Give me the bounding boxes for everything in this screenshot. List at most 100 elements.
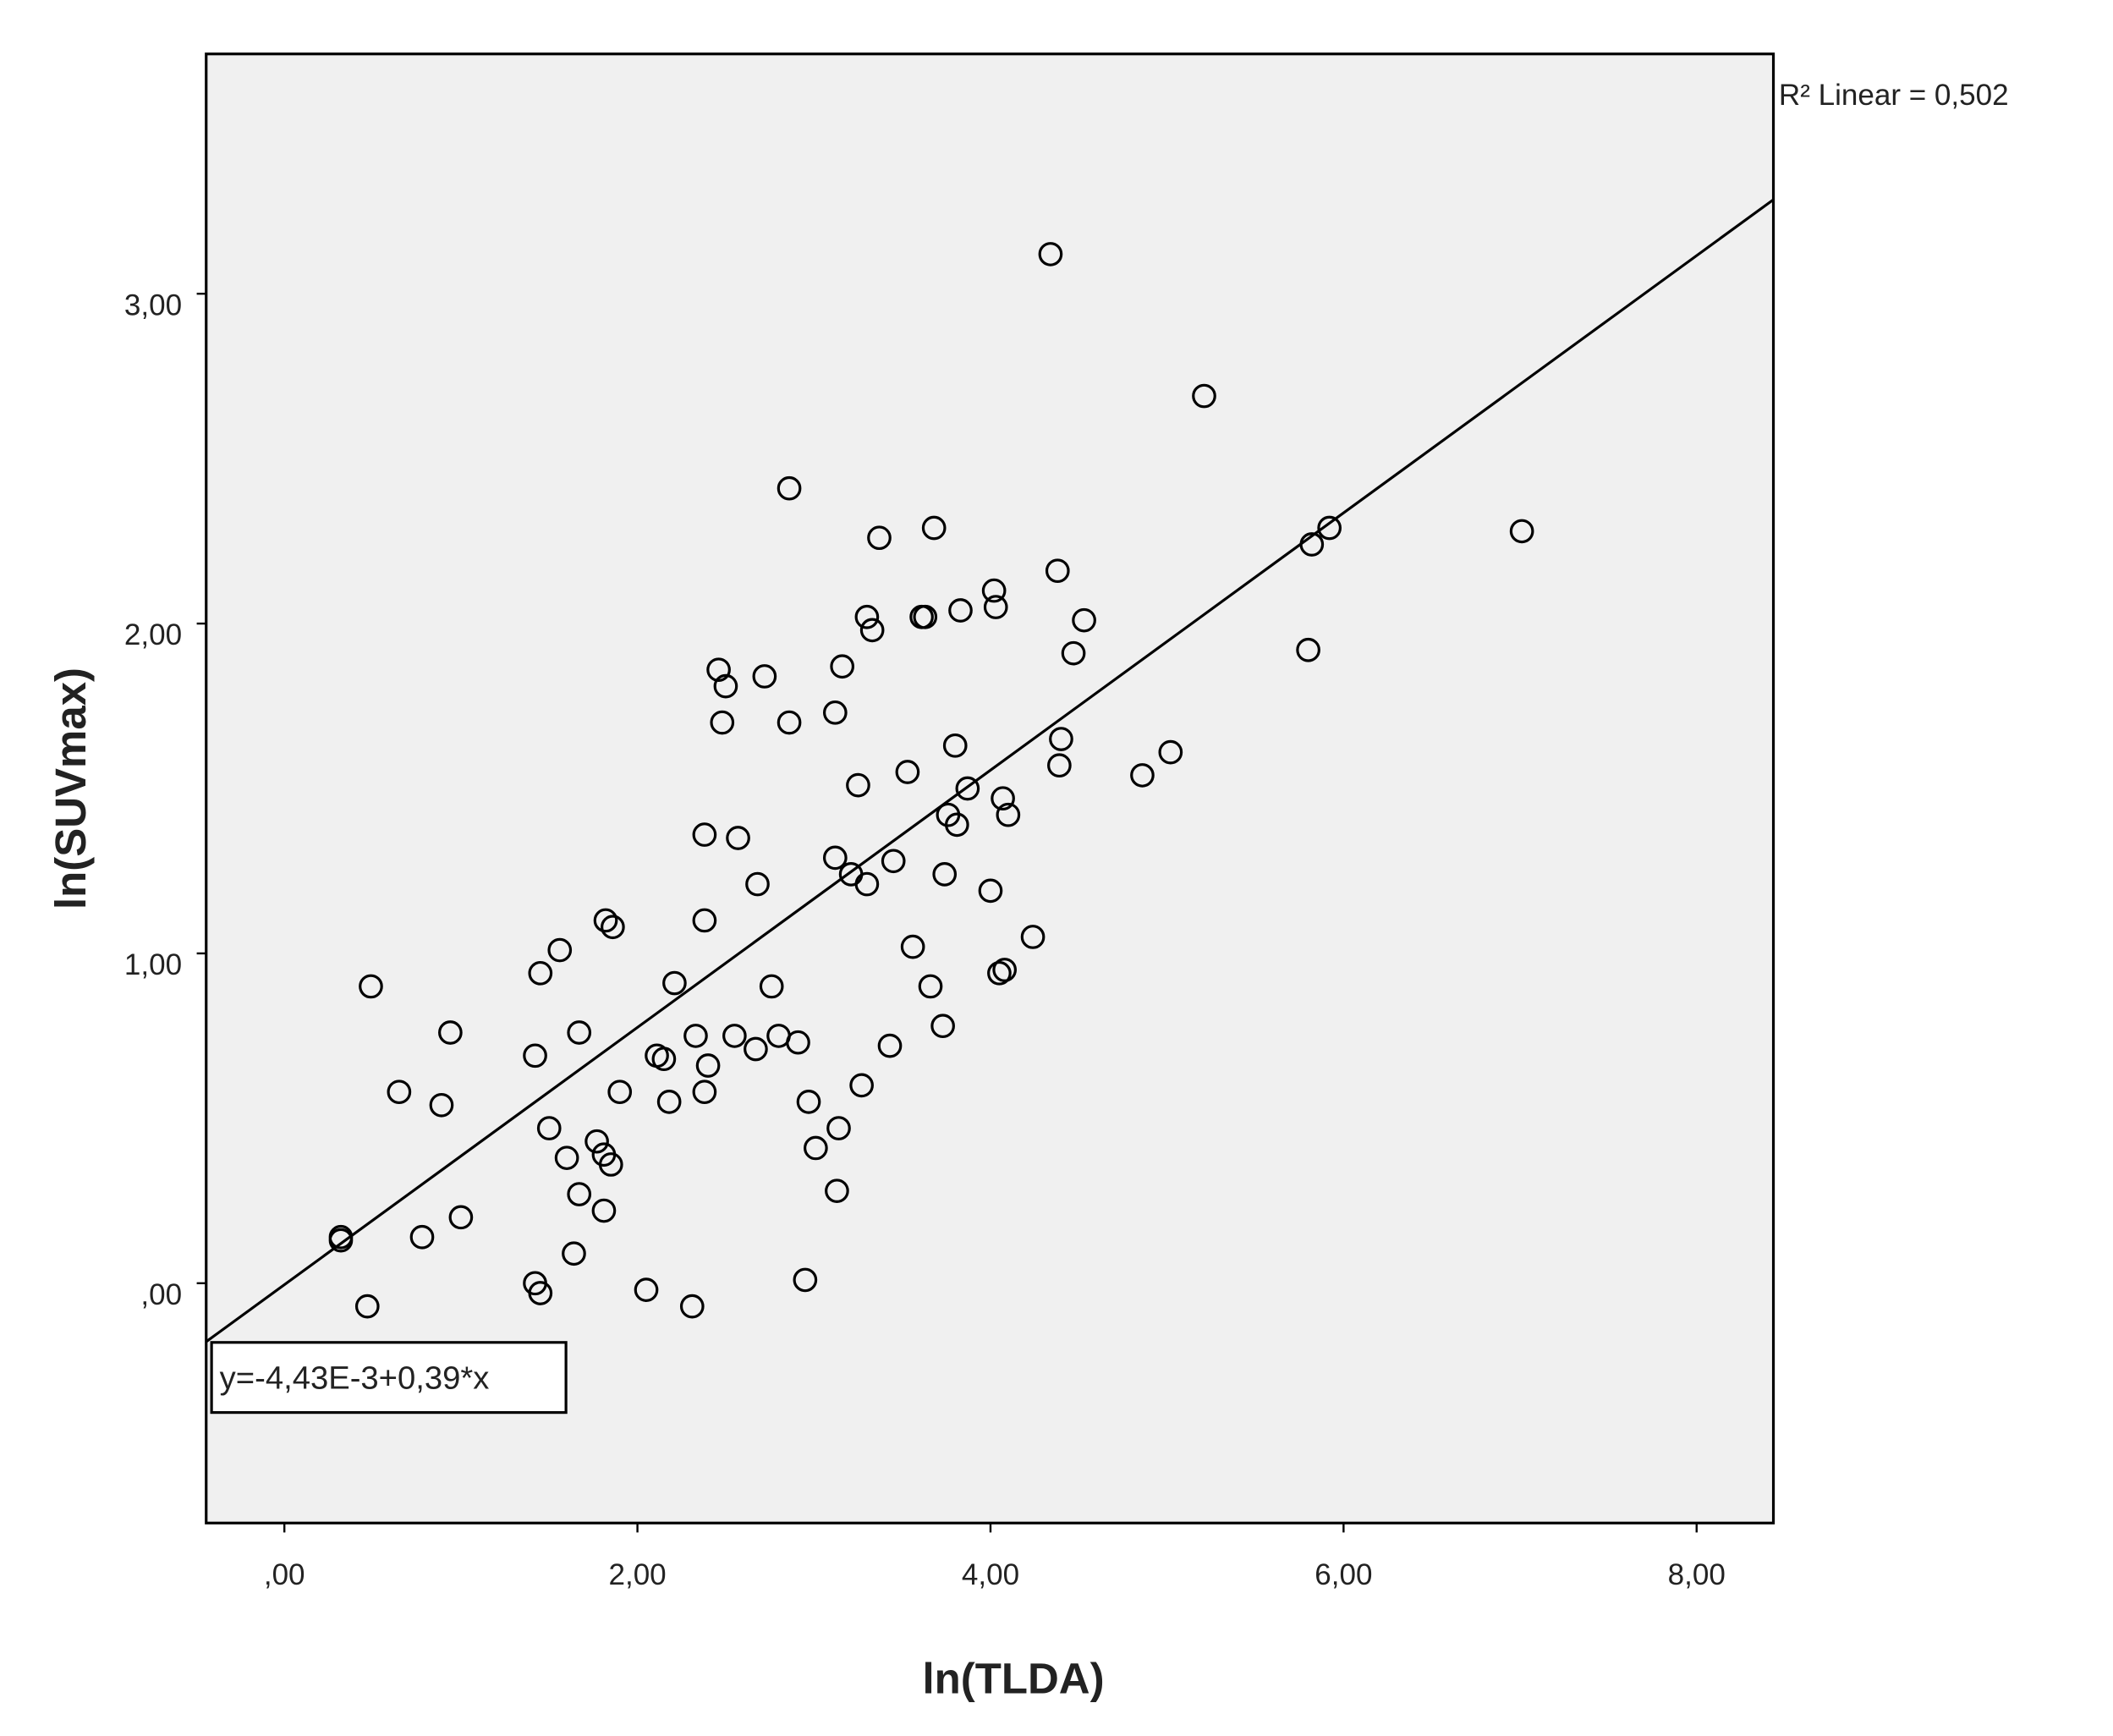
point: [786, 1030, 810, 1055]
point: [1158, 739, 1183, 765]
point: [854, 604, 880, 629]
point: [1020, 925, 1046, 949]
point: [759, 974, 784, 999]
point: [744, 1036, 768, 1062]
point: [991, 786, 1015, 811]
point: [1072, 607, 1096, 633]
plot-area: [205, 52, 1775, 1524]
point: [726, 826, 750, 850]
point: [536, 1116, 562, 1140]
x-tick-label: 4,00: [962, 1558, 1019, 1591]
point: [409, 1224, 435, 1250]
y-axis-title: ln(SUVmax): [47, 667, 95, 909]
y-tick-label: 3,00: [124, 288, 182, 321]
point: [593, 908, 618, 933]
point: [713, 673, 738, 699]
point: [793, 1267, 818, 1293]
point: [978, 878, 1003, 904]
point: [662, 970, 687, 996]
point: [846, 772, 870, 798]
point: [849, 1073, 874, 1098]
point: [634, 1277, 659, 1302]
x-tick-label: 8,00: [1668, 1558, 1726, 1591]
point: [1192, 383, 1216, 409]
point: [567, 1182, 592, 1206]
point: [1047, 753, 1072, 778]
point: [1038, 242, 1063, 266]
fit-line: [205, 198, 1775, 1343]
point: [562, 1241, 586, 1266]
y-tick-label: 1,00: [124, 948, 182, 981]
point: [881, 849, 906, 874]
point: [695, 1053, 721, 1078]
point: [826, 1116, 851, 1140]
point: [607, 1080, 633, 1105]
point: [942, 733, 968, 758]
point: [777, 710, 802, 735]
point: [706, 657, 731, 682]
point: [877, 1033, 903, 1058]
point: [822, 700, 848, 725]
point: [913, 604, 938, 629]
point: [1509, 519, 1534, 544]
point: [722, 1024, 747, 1048]
x-tick-label: 6,00: [1314, 1558, 1372, 1591]
point: [804, 1135, 828, 1161]
point: [930, 1014, 955, 1039]
y-tick-label: ,00: [140, 1278, 182, 1311]
point: [992, 958, 1018, 982]
point: [955, 776, 980, 801]
point: [1317, 515, 1342, 541]
point: [777, 475, 802, 501]
point: [981, 578, 1007, 603]
point: [944, 812, 969, 838]
point: [948, 598, 973, 623]
point: [825, 1178, 849, 1203]
point: [528, 1281, 553, 1305]
point: [918, 974, 943, 999]
point: [796, 1090, 821, 1114]
point: [987, 960, 1012, 986]
point: [752, 664, 777, 689]
point: [683, 1024, 708, 1048]
point: [1296, 637, 1320, 662]
point: [921, 515, 947, 541]
point: [710, 710, 735, 735]
point: [591, 1198, 617, 1223]
x-tick-label: ,00: [264, 1558, 305, 1591]
point: [1061, 640, 1086, 666]
point: [1045, 558, 1070, 584]
point: [983, 595, 1008, 619]
point: [601, 915, 625, 940]
point: [692, 822, 717, 847]
point: [1299, 532, 1325, 557]
point: [387, 1080, 412, 1105]
point: [900, 934, 925, 959]
x-axis-title: ln(TLDA): [922, 1655, 1104, 1703]
r2-annotation: R² Linear = 0,502: [1779, 79, 2009, 112]
point: [895, 760, 920, 784]
point: [932, 862, 958, 887]
point: [854, 871, 880, 897]
point: [598, 1152, 623, 1177]
equation-box: [210, 1341, 568, 1415]
point: [448, 1205, 474, 1230]
point: [867, 525, 892, 551]
y-tick-label: 2,00: [124, 618, 182, 651]
point: [523, 1043, 547, 1069]
point: [438, 1020, 463, 1045]
point: [528, 960, 553, 986]
point: [692, 908, 717, 933]
point: [822, 845, 848, 871]
point: [328, 1228, 354, 1253]
point: [554, 1145, 579, 1171]
point: [1049, 727, 1073, 751]
point: [1130, 763, 1155, 788]
point: [585, 1129, 609, 1154]
point: [830, 654, 855, 679]
point: [656, 1090, 682, 1114]
point: [745, 871, 770, 897]
point: [547, 937, 573, 963]
point: [429, 1092, 454, 1118]
